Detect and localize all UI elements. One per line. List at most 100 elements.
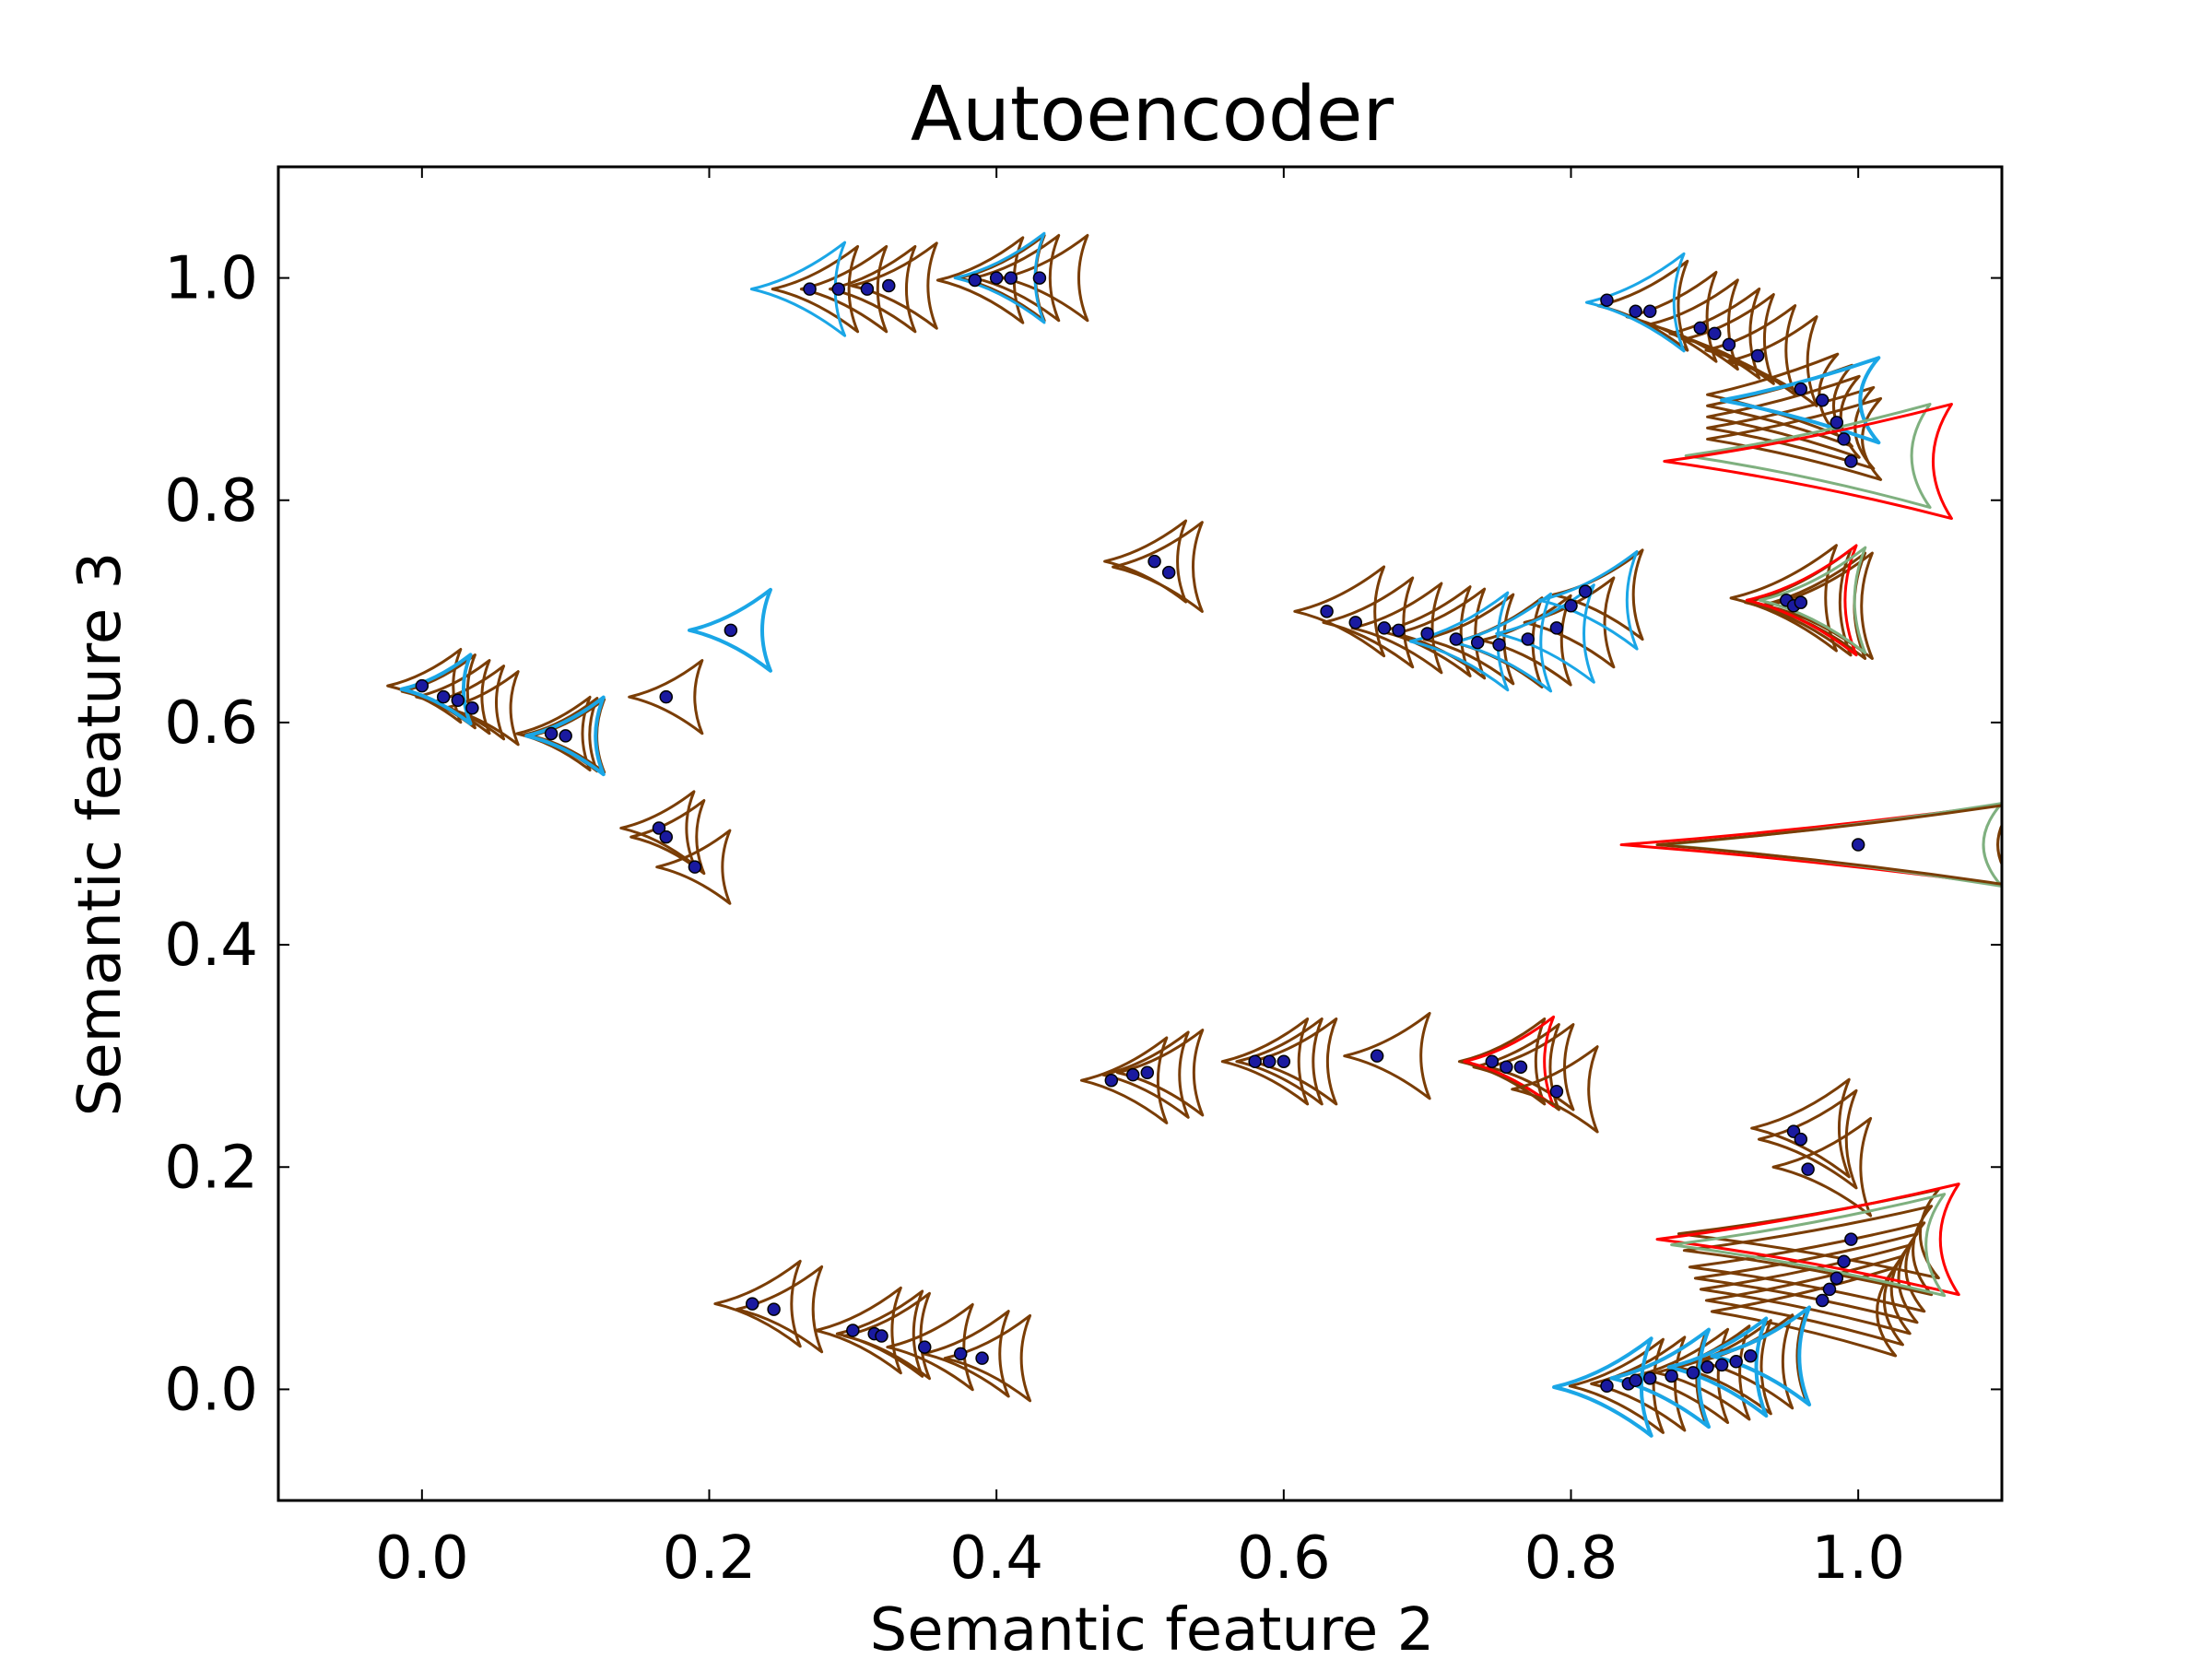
data-point	[415, 678, 429, 693]
density-contour	[1379, 585, 1472, 677]
density-contour	[629, 799, 706, 876]
data-point	[1686, 1366, 1700, 1380]
density-contour	[922, 1310, 1010, 1398]
data-point	[1004, 271, 1018, 285]
density-contour	[1699, 1243, 1912, 1335]
density-contour	[687, 587, 772, 673]
density-contour	[628, 659, 704, 735]
data-point	[1714, 1358, 1729, 1372]
points-layer	[415, 271, 1865, 1394]
chart-title: Autoencoder	[911, 71, 1394, 159]
density-contour	[1655, 1182, 1960, 1297]
density-contour	[1249, 1018, 1338, 1106]
data-point	[1801, 1162, 1815, 1176]
data-point	[1729, 1355, 1743, 1369]
data-point	[1521, 632, 1535, 646]
data-point	[968, 273, 982, 288]
density-contour	[1706, 396, 1883, 481]
x-tick-label: 0.8	[1524, 1524, 1618, 1593]
density-contour	[1676, 1319, 1772, 1416]
data-point	[1794, 382, 1808, 396]
data-point	[1370, 1049, 1384, 1063]
data-point	[724, 623, 738, 638]
data-point	[1629, 304, 1642, 319]
data-point	[1140, 1065, 1155, 1080]
data-point	[1392, 623, 1406, 638]
density-contour	[619, 790, 696, 866]
data-point	[846, 1324, 860, 1337]
data-point	[1837, 1254, 1851, 1268]
density-contour	[524, 695, 606, 777]
data-point	[989, 271, 1004, 285]
density-contour	[515, 695, 592, 772]
data-point	[1147, 554, 1161, 569]
data-point	[659, 689, 673, 704]
density-contour	[1001, 233, 1089, 323]
density-contour	[1079, 1036, 1169, 1124]
density-contour	[713, 1259, 802, 1348]
data-point	[1320, 605, 1334, 618]
data-point	[1549, 1085, 1564, 1099]
density-contour	[1537, 549, 1639, 651]
data-point	[1815, 393, 1830, 407]
y-tick-label: 0.6	[164, 689, 258, 758]
data-point	[688, 860, 702, 874]
density-contour	[1101, 1030, 1190, 1119]
ticks-layer: 0.0 0.2 0.4 0.6 0.8 1.0 0.0 0.2 0.4 0.6 0.8 1.0	[164, 167, 2002, 1593]
density-contour	[771, 244, 860, 334]
density-contour	[1452, 592, 1553, 693]
data-point	[559, 729, 572, 743]
data-point	[1744, 1348, 1758, 1363]
x-tick-label: 0.6	[1237, 1524, 1331, 1593]
density-contour	[1729, 544, 1838, 653]
density-contour	[1584, 252, 1686, 353]
density-contour	[735, 1265, 824, 1354]
data-point	[451, 693, 465, 708]
data-point	[1822, 1282, 1837, 1297]
data-point	[1449, 632, 1464, 646]
density-contour	[1684, 403, 1932, 510]
data-point	[1161, 565, 1176, 580]
y-tick-label: 0.4	[164, 912, 258, 980]
data-point	[1665, 1369, 1678, 1383]
density-contour	[1663, 403, 1953, 521]
density-contour	[943, 1313, 1032, 1403]
data-point	[1844, 454, 1858, 468]
data-point	[1600, 1379, 1614, 1394]
y-tick-label: 0.0	[164, 1356, 258, 1424]
density-contour	[1704, 304, 1797, 396]
data-point	[1104, 1073, 1119, 1088]
density-contour	[829, 244, 917, 334]
data-point	[1837, 432, 1851, 446]
contour-layer	[386, 231, 2002, 1438]
density-contour	[1568, 1337, 1665, 1434]
density-contour	[1710, 1265, 1898, 1358]
density-contour	[1220, 1018, 1310, 1106]
data-point	[875, 1329, 888, 1343]
data-point	[860, 282, 875, 296]
data-point	[803, 282, 817, 296]
density-contour	[1495, 583, 1595, 684]
data-point	[1629, 1373, 1642, 1388]
density-contour	[1322, 576, 1415, 669]
y-tick-label: 1.0	[164, 245, 258, 313]
density-contour	[1758, 546, 1867, 654]
data-point	[1750, 348, 1765, 363]
data-point	[1642, 1371, 1657, 1385]
density-contour	[1765, 551, 1874, 661]
data-point	[1600, 293, 1614, 307]
data-point	[1830, 416, 1844, 429]
density-contour	[1115, 1029, 1205, 1117]
data-point	[1693, 321, 1707, 335]
density-contour	[1745, 544, 1858, 657]
density-contour	[1463, 1015, 1556, 1108]
data-point	[1830, 1271, 1844, 1286]
density-contour	[1422, 593, 1515, 686]
data-point	[1642, 304, 1657, 319]
data-point	[1470, 635, 1485, 650]
data-point	[746, 1297, 759, 1311]
data-point	[1032, 271, 1047, 285]
data-point	[882, 278, 896, 293]
data-point	[975, 1351, 989, 1365]
density-contour	[814, 1286, 902, 1375]
